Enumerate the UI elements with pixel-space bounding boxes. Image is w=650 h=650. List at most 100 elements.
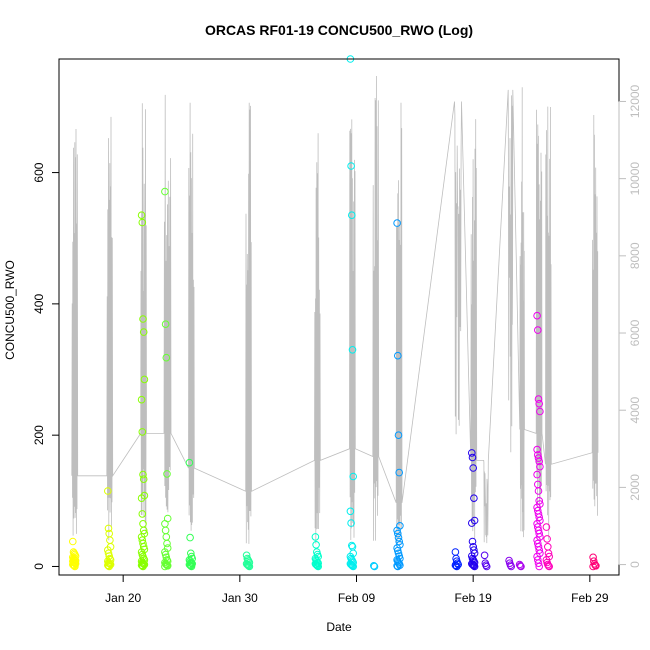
data-point bbox=[348, 561, 356, 570]
data-point bbox=[535, 457, 544, 466]
data-point bbox=[393, 219, 401, 227]
flight-series-RF06 bbox=[242, 551, 254, 571]
data-point bbox=[186, 561, 194, 570]
data-point bbox=[244, 562, 253, 570]
data-point bbox=[139, 328, 148, 336]
altitude-trace-line bbox=[71, 75, 599, 545]
data-point bbox=[138, 510, 147, 518]
data-point bbox=[138, 218, 147, 227]
data-point bbox=[535, 562, 544, 571]
data-point bbox=[468, 519, 476, 527]
data-point bbox=[591, 561, 600, 570]
data-point bbox=[162, 533, 171, 541]
flight-series-RF10 bbox=[393, 219, 404, 571]
flight-series-RF04 bbox=[161, 187, 172, 571]
data-point bbox=[186, 533, 194, 542]
data-point bbox=[468, 537, 477, 546]
data-point bbox=[162, 353, 171, 362]
data-point bbox=[543, 535, 551, 543]
data-point bbox=[468, 449, 476, 457]
data-point bbox=[139, 475, 148, 484]
y2-tick-label: 4000 bbox=[628, 397, 642, 424]
data-point bbox=[468, 560, 477, 569]
data-point bbox=[348, 562, 357, 570]
flight-series-RF15 bbox=[515, 560, 525, 571]
y-axis-label: CONCU500_RWO bbox=[3, 260, 17, 360]
data-point bbox=[451, 548, 460, 556]
data-point bbox=[163, 470, 171, 478]
data-point bbox=[69, 537, 77, 546]
data-point bbox=[104, 487, 112, 495]
data-point bbox=[533, 470, 541, 479]
data-point bbox=[394, 431, 403, 440]
data-point bbox=[394, 529, 402, 538]
data-point bbox=[139, 470, 147, 479]
data-point bbox=[244, 561, 252, 570]
data-point bbox=[533, 445, 541, 454]
data-point bbox=[313, 561, 321, 570]
data-point bbox=[453, 562, 461, 571]
flight-series-RF03 bbox=[137, 211, 149, 571]
data-point bbox=[313, 562, 322, 570]
data-point bbox=[535, 546, 544, 554]
data-point bbox=[480, 551, 489, 560]
data-point bbox=[534, 326, 542, 334]
data-point bbox=[536, 462, 544, 471]
data-point bbox=[349, 562, 358, 571]
flight-series-RF16 bbox=[533, 311, 544, 571]
flight-series-RF05 bbox=[185, 458, 196, 571]
flight-series-RF12 bbox=[468, 449, 479, 571]
data-point bbox=[104, 562, 113, 570]
y2-tick-label: 12000 bbox=[628, 84, 642, 118]
y-tick-label: 600 bbox=[32, 162, 46, 182]
y2-tick-label: 0 bbox=[628, 561, 642, 568]
data-point bbox=[346, 507, 355, 516]
data-point bbox=[347, 560, 355, 569]
data-point bbox=[393, 526, 401, 535]
data-point bbox=[163, 561, 171, 570]
data-points-layer bbox=[69, 55, 600, 571]
data-point bbox=[71, 562, 79, 571]
data-point bbox=[163, 562, 172, 570]
data-point bbox=[106, 536, 114, 545]
data-point bbox=[370, 562, 379, 571]
data-point bbox=[534, 487, 543, 495]
data-point bbox=[185, 458, 194, 467]
data-point bbox=[544, 543, 552, 551]
y2-tick-label: 2000 bbox=[628, 474, 642, 501]
flight-series-RF17 bbox=[542, 523, 554, 571]
data-point bbox=[137, 494, 146, 503]
data-point bbox=[544, 562, 553, 570]
data-point bbox=[104, 561, 112, 570]
data-point bbox=[451, 561, 460, 570]
data-point bbox=[140, 560, 149, 569]
data-point bbox=[394, 562, 402, 571]
data-point bbox=[140, 375, 149, 384]
chart-title: ORCAS RF01-19 CONCU500_RWO (Log) bbox=[205, 22, 473, 38]
data-point bbox=[312, 560, 320, 569]
data-point bbox=[70, 562, 78, 570]
data-point bbox=[137, 561, 146, 570]
data-point bbox=[534, 559, 543, 568]
data-point bbox=[469, 561, 478, 570]
data-point bbox=[348, 211, 356, 219]
flight-series-RF01 bbox=[69, 537, 80, 571]
data-point bbox=[243, 560, 252, 569]
data-point bbox=[534, 454, 543, 462]
data-point bbox=[161, 320, 170, 329]
data-point bbox=[470, 494, 478, 503]
data-point bbox=[312, 541, 320, 549]
data-point bbox=[161, 520, 169, 528]
data-point bbox=[106, 560, 115, 569]
data-point bbox=[395, 537, 404, 546]
data-point bbox=[507, 562, 516, 571]
data-point bbox=[535, 497, 544, 505]
data-point bbox=[517, 562, 525, 571]
data-point bbox=[470, 562, 479, 571]
data-point bbox=[139, 562, 147, 571]
data-point bbox=[138, 562, 147, 570]
flight-series-RF14 bbox=[505, 556, 516, 571]
data-point bbox=[535, 513, 544, 522]
data-point bbox=[536, 407, 544, 416]
